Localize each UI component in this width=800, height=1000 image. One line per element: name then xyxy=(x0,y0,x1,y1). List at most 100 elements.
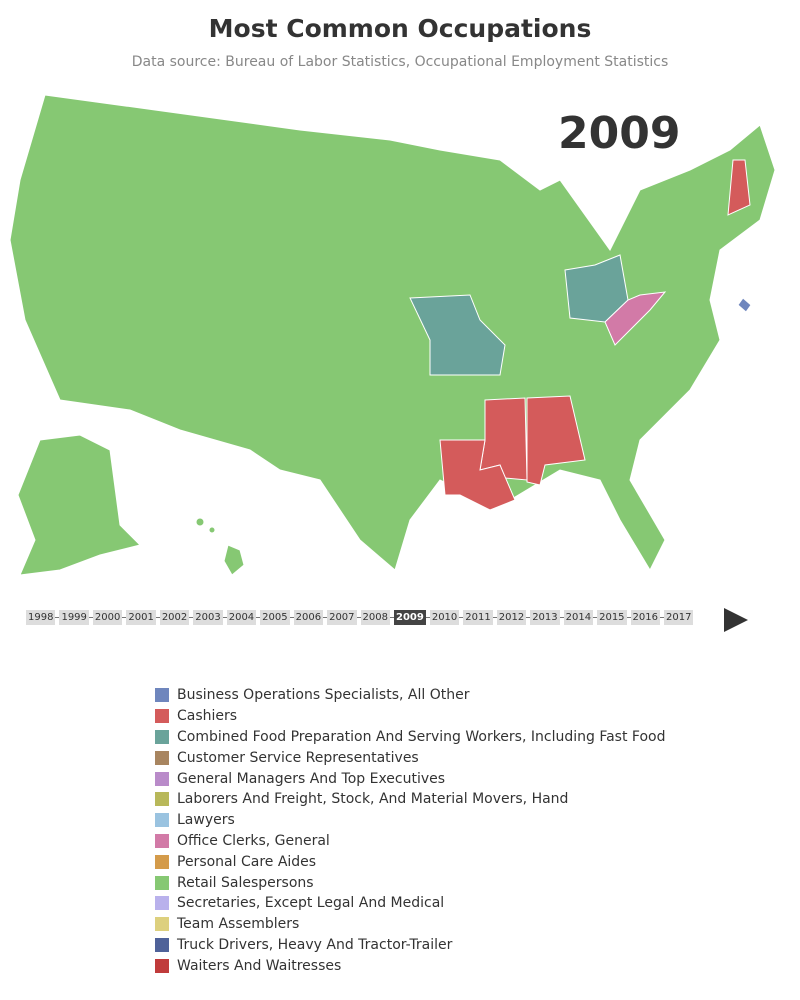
timeline-dash xyxy=(256,617,261,618)
louisiana xyxy=(439,439,516,511)
year-button[interactable]: 2006 xyxy=(293,610,324,625)
year-button[interactable]: 2017 xyxy=(664,610,694,625)
year-button[interactable]: 2016 xyxy=(630,610,660,625)
hawaii-island xyxy=(208,526,216,534)
legend-label: Waiters And Waitresses xyxy=(177,957,342,974)
legend-swatch xyxy=(155,854,169,869)
legend-item: General Managers And Top Executives xyxy=(155,768,665,789)
year-button[interactable]: 2007 xyxy=(327,610,357,625)
legend-label: Team Assemblers xyxy=(177,916,300,933)
year-button[interactable]: 2010 xyxy=(429,610,460,625)
legend-swatch xyxy=(155,709,169,724)
timeline-dash xyxy=(626,617,631,618)
legend-swatch xyxy=(155,771,169,786)
legend-item: Secretaries, Except Legal And Medical xyxy=(155,893,665,914)
timeline-dash xyxy=(55,617,60,618)
timeline-dash xyxy=(389,617,394,618)
year-button[interactable]: 2013 xyxy=(530,610,560,625)
year-button[interactable]: 2011 xyxy=(463,610,493,625)
legend-item: Waiters And Waitresses xyxy=(155,955,665,976)
year-button[interactable]: 2003 xyxy=(193,610,223,625)
legend-item: Combined Food Preparation And Serving Wo… xyxy=(155,727,665,748)
year-button[interactable]: 2001 xyxy=(126,610,156,625)
legend-label: Combined Food Preparation And Serving Wo… xyxy=(177,728,666,745)
timeline-dash xyxy=(122,617,127,618)
timeline-dash xyxy=(323,617,328,618)
legend-swatch xyxy=(155,729,169,744)
timeline-dash xyxy=(222,617,227,618)
west-virginia xyxy=(604,291,667,346)
legend-label: General Managers And Top Executives xyxy=(177,770,446,787)
timeline-dash xyxy=(593,617,598,618)
legend-label: Personal Care Aides xyxy=(177,853,317,870)
hawaii xyxy=(223,544,245,576)
timeline-dash xyxy=(155,617,160,618)
timeline-dash xyxy=(526,617,531,618)
hawaii-island xyxy=(195,517,205,527)
year-button[interactable]: 2015 xyxy=(597,610,627,625)
legend-item: Laborers And Freight, Stock, And Materia… xyxy=(155,789,665,810)
timeline: 1998 1999 2000 2001 2002 2003 2004 2005 2006 2007… xyxy=(26,610,694,625)
year-button[interactable]: 2000 xyxy=(92,610,123,625)
subtitle: Data source: Bureau of Labor Statistics,… xyxy=(131,54,669,70)
timeline-dash xyxy=(425,617,430,618)
alabama xyxy=(526,395,586,486)
legend-label: Lawyers xyxy=(177,812,235,829)
year-button[interactable]: 2014 xyxy=(563,610,594,625)
states xyxy=(9,94,776,576)
legend-swatch xyxy=(155,833,169,848)
legend-swatch xyxy=(155,896,169,911)
legend-item: Personal Care Aides xyxy=(155,851,665,872)
timeline-dash xyxy=(459,617,464,618)
year-button[interactable]: 2008 xyxy=(360,610,390,625)
legend-label: Secretaries, Except Legal And Medical xyxy=(177,895,445,912)
delaware-dc xyxy=(737,297,752,313)
legend-item: Office Clerks, General xyxy=(155,831,665,852)
missouri xyxy=(409,294,506,376)
legend-swatch xyxy=(155,917,169,932)
legend-item: Lawyers xyxy=(155,810,665,831)
year-button[interactable]: 1999 xyxy=(59,610,89,625)
legend-item: Customer Service Representatives xyxy=(155,747,665,768)
legend-item: Team Assemblers xyxy=(155,914,665,935)
new-hampshire xyxy=(727,159,751,216)
legend-swatch xyxy=(155,958,169,973)
timeline-dash xyxy=(492,617,497,618)
legend-label: Office Clerks, General xyxy=(177,832,330,849)
legend-swatch xyxy=(155,688,169,703)
timeline-dash xyxy=(559,617,564,618)
legend-label: Customer Service Representatives xyxy=(177,749,419,766)
timeline-dash xyxy=(289,617,294,618)
play-button[interactable] xyxy=(724,608,748,632)
year-button[interactable]: 2005 xyxy=(260,610,290,625)
timeline-dash xyxy=(189,617,194,618)
legend-label: Truck Drivers, Heavy And Tractor-Trailer xyxy=(177,936,453,953)
legend-label: Cashiers xyxy=(177,708,238,725)
legend-label: Laborers And Freight, Stock, And Materia… xyxy=(177,791,569,808)
legend-swatch xyxy=(155,813,169,828)
legend-item: Retail Salespersons xyxy=(155,872,665,893)
us-mainland xyxy=(9,94,776,572)
legend-label: Business Operations Specialists, All Oth… xyxy=(177,687,470,704)
year-button[interactable]: 2009 xyxy=(393,610,426,625)
title: Most Common Occupations xyxy=(208,14,592,43)
timeline-dash xyxy=(88,617,93,618)
current-year: 2009 xyxy=(558,108,681,159)
legend-swatch xyxy=(155,937,169,952)
legend-label: Retail Salespersons xyxy=(177,874,314,891)
year-button[interactable]: 2002 xyxy=(159,610,190,625)
legend-swatch xyxy=(155,792,169,807)
legend-swatch xyxy=(155,875,169,890)
alaska xyxy=(17,434,141,576)
year-button[interactable]: 2012 xyxy=(496,610,527,625)
year-button[interactable]: 2004 xyxy=(226,610,257,625)
legend-swatch xyxy=(155,750,169,765)
legend-item: Cashiers xyxy=(155,706,665,727)
legend-item: Truck Drivers, Heavy And Tractor-Trailer xyxy=(155,935,665,956)
legend: Business Operations Specialists, All Oth… xyxy=(155,685,665,976)
legend-item: Business Operations Specialists, All Oth… xyxy=(155,685,665,706)
year-button[interactable]: 1998 xyxy=(26,610,56,625)
timeline-dash xyxy=(660,617,664,618)
map xyxy=(9,94,776,576)
